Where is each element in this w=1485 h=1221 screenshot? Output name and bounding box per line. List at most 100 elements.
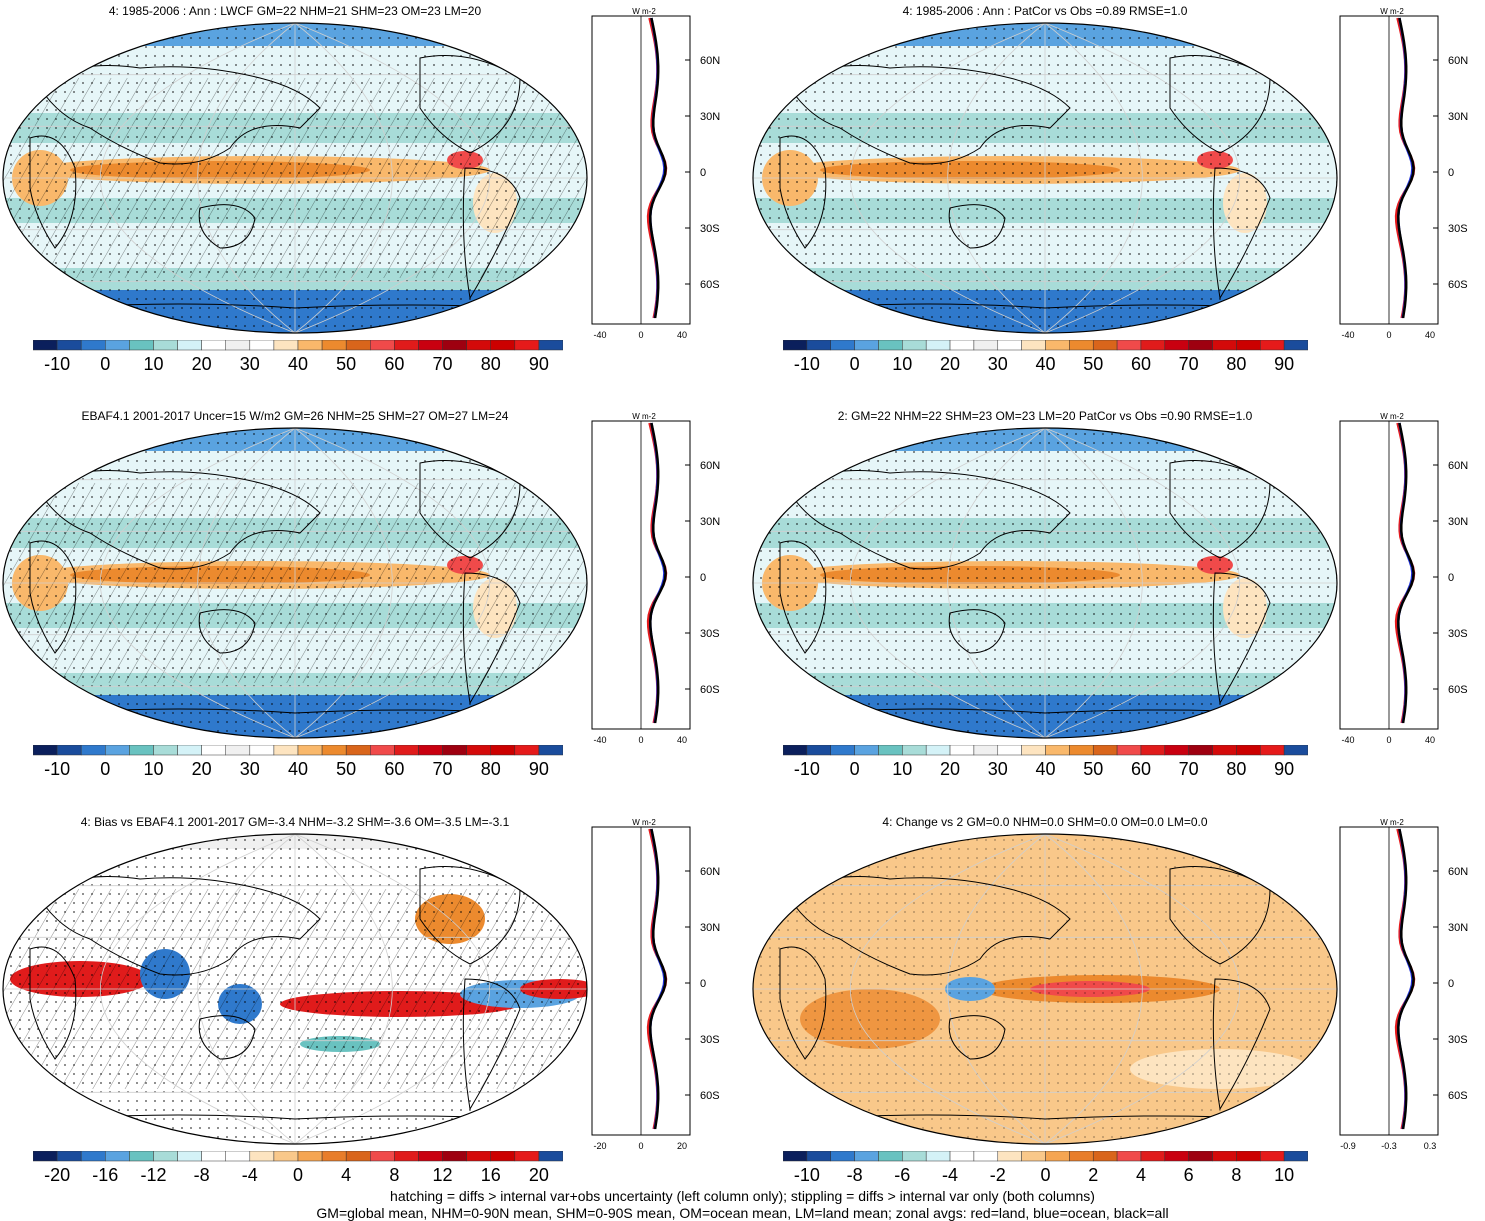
zonal-lat-label: 60S bbox=[700, 279, 720, 291]
colorbar-swatch bbox=[1188, 340, 1213, 351]
colorbar-tick-label: 0 bbox=[849, 354, 860, 374]
colorbar-swatch bbox=[345, 340, 371, 351]
colorbar-tick-label: -8 bbox=[846, 1165, 863, 1185]
colorbar-tick-label: 30 bbox=[239, 354, 260, 374]
colorbar-tick-label: -10 bbox=[793, 1165, 820, 1185]
colorbar-swatch bbox=[1236, 1151, 1261, 1162]
zonal-lat-label: 0 bbox=[700, 978, 706, 990]
colorbar-swatch bbox=[297, 340, 323, 351]
zonal-x-tick-label: -40 bbox=[593, 330, 606, 340]
colorbar-tick-label: 80 bbox=[1226, 354, 1247, 374]
colorbar-swatch bbox=[394, 745, 419, 756]
colorbar-swatch bbox=[830, 340, 855, 351]
colorbar-swatch bbox=[1164, 340, 1189, 351]
colorbar-swatch bbox=[854, 1151, 879, 1162]
zonal-unit-label: W m-2 bbox=[1380, 7, 1404, 16]
colorbar-swatch bbox=[806, 745, 831, 756]
colorbar-tick-label: 0 bbox=[292, 1165, 304, 1185]
colorbar-swatch bbox=[153, 1151, 178, 1162]
colorbar-labels: -20 -16 -12 -8 -4 0 4 8 12 16 20 bbox=[33, 1165, 563, 1189]
colorbar-tick-label: 60 bbox=[384, 759, 405, 779]
colorbar bbox=[33, 340, 563, 351]
colorbar-swatch bbox=[466, 1151, 491, 1162]
coastline-north-america bbox=[1169, 55, 1271, 154]
colorbar-swatch bbox=[902, 340, 927, 351]
colorbar-swatch bbox=[1260, 340, 1285, 351]
colorbar-swatch bbox=[1092, 745, 1118, 756]
map-border bbox=[2, 833, 588, 1145]
zonal-lat-label: 30S bbox=[1448, 628, 1468, 640]
colorbar-swatch bbox=[201, 745, 226, 756]
colorbar-swatch bbox=[370, 745, 395, 756]
colorbar-swatch bbox=[394, 1151, 419, 1162]
zonal-lat-label: 60N bbox=[700, 460, 720, 472]
colorbar-tick-label: -16 bbox=[92, 1165, 119, 1185]
colorbar-swatch bbox=[783, 340, 808, 351]
zonal-unit-label: W m-2 bbox=[632, 412, 656, 421]
colorbar-swatch bbox=[538, 340, 563, 351]
colorbar-swatch bbox=[1092, 340, 1118, 351]
colorbar-swatch bbox=[273, 340, 299, 351]
zonal-average-plot: W m-2 60N 30N 0 30S 60S -40 0 40 bbox=[591, 7, 720, 340]
graticule-meridian bbox=[849, 428, 1046, 738]
panel-change: 4: Change vs 2 GM=0.0 NHM=0.0 SHM=0.0 OM… bbox=[745, 811, 1485, 1191]
colorbar-tick-label: 12 bbox=[432, 1165, 453, 1185]
colorbar-swatch bbox=[177, 340, 202, 351]
colorbar-swatch bbox=[490, 340, 516, 351]
colorbar-labels: -10 0 10 20 30 40 50 60 70 80 90 bbox=[33, 354, 563, 378]
colorbar-swatch bbox=[105, 1151, 130, 1162]
zonal-lat-label: 60S bbox=[700, 1090, 720, 1102]
colorbar-swatch bbox=[105, 340, 130, 351]
coastline-australia bbox=[948, 204, 1006, 249]
colorbar-tick-label: 4 bbox=[1135, 1165, 1146, 1185]
zonal-x-tick-label: -20 bbox=[593, 1141, 606, 1151]
zonal-lat-label: 60S bbox=[1448, 1090, 1468, 1102]
colorbar-swatch bbox=[902, 1151, 927, 1162]
colorbar-swatch bbox=[878, 340, 903, 351]
colorbar-swatch bbox=[806, 340, 831, 351]
colorbar-tick-label: 20 bbox=[940, 759, 961, 779]
colorbar-tick-label: 10 bbox=[143, 354, 164, 374]
zonal-x-tick-label: 0 bbox=[638, 330, 643, 340]
colorbar bbox=[33, 745, 563, 756]
colorbar-tick-label: 70 bbox=[432, 759, 453, 779]
colorbar-swatch bbox=[153, 340, 178, 351]
graticule-meridian bbox=[1044, 428, 1241, 738]
colorbar-swatch bbox=[345, 1151, 371, 1162]
zonal-average-plot: W m-2 60N 30N 0 30S 60S -40 0 40 bbox=[1339, 412, 1468, 745]
coastline-australia bbox=[948, 609, 1006, 654]
colorbar-swatch bbox=[490, 745, 516, 756]
colorbar-tick-label: -10 bbox=[44, 354, 71, 374]
colorbar-swatch bbox=[830, 1151, 855, 1162]
colorbar-swatch bbox=[1045, 340, 1070, 351]
zonal-x-tick-label: -0.9 bbox=[1340, 1141, 1356, 1151]
panel-ebaf-obs: EBAF4.1 2001-2017 Uncer=15 W/m2 GM=26 NH… bbox=[0, 405, 745, 805]
colorbar-labels: -10 -8 -6 -4 -2 0 2 4 6 8 10 bbox=[783, 1165, 1308, 1189]
colorbar bbox=[783, 340, 1308, 351]
map-border bbox=[752, 833, 1338, 1145]
colorbar-swatch bbox=[997, 1151, 1022, 1162]
zonal-x-tick-label: -40 bbox=[1341, 735, 1354, 745]
colorbar-tick-label: 30 bbox=[239, 759, 260, 779]
colorbar-tick-label: 30 bbox=[987, 354, 1008, 374]
colorbar-tick-label: 60 bbox=[384, 354, 405, 374]
colorbar-tick-label: -4 bbox=[241, 1165, 258, 1185]
zonal-x-tick-label: 0 bbox=[638, 735, 643, 745]
zonal-x-tick-label: 0.3 bbox=[1424, 1141, 1437, 1151]
coastline-australia bbox=[198, 609, 256, 654]
colorbar-swatch bbox=[225, 745, 251, 756]
zonal-lat-label: 0 bbox=[1448, 167, 1454, 179]
zonal-lat-label: 60S bbox=[1448, 279, 1468, 291]
map-border bbox=[752, 22, 1338, 334]
coastline-australia bbox=[198, 204, 256, 249]
colorbar-swatch bbox=[33, 1151, 58, 1162]
colorbar-swatch bbox=[1236, 340, 1261, 351]
colorbar-swatch bbox=[177, 1151, 202, 1162]
colorbar-swatch bbox=[490, 1151, 516, 1162]
zonal-curve-all bbox=[1397, 828, 1415, 1130]
colorbar-tick-label: -10 bbox=[793, 759, 820, 779]
zonal-curve-all bbox=[649, 17, 667, 319]
graticule-meridian bbox=[294, 23, 393, 333]
panel-title: EBAF4.1 2001-2017 Uncer=15 W/m2 GM=26 NH… bbox=[81, 409, 509, 423]
zonal-x-tick-label: -0.3 bbox=[1381, 1141, 1397, 1151]
